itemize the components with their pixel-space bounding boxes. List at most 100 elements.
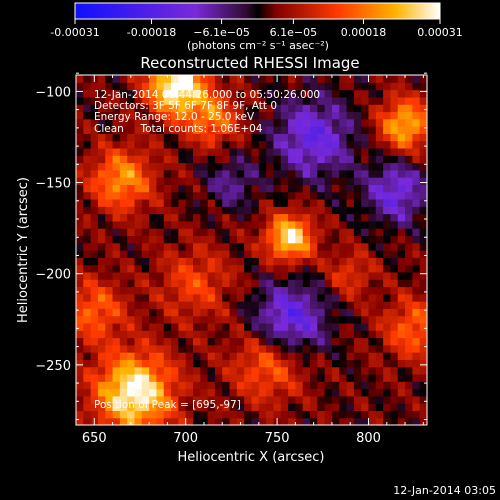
heatmap-cell <box>405 140 413 149</box>
heatmap-cell <box>200 286 209 295</box>
heatmap-cell <box>90 301 99 309</box>
heatmap-cell <box>193 162 201 171</box>
heatmap-cell <box>171 82 179 91</box>
heatmap-cell <box>368 140 377 149</box>
heatmap-cell <box>310 169 318 178</box>
heatmap-cell <box>331 388 340 397</box>
heatmap-cell <box>317 301 326 309</box>
heatmap-cell <box>112 155 121 164</box>
heatmap-cell <box>266 177 275 185</box>
heatmap-cell <box>222 410 231 419</box>
heatmap-cell <box>97 235 106 244</box>
heatmap-cell <box>112 147 121 156</box>
heatmap-cell <box>390 388 399 397</box>
heatmap-cell <box>229 293 238 302</box>
heatmap-cell <box>127 373 136 382</box>
heatmap-cell <box>375 359 384 368</box>
heatmap-cell <box>280 111 289 120</box>
heatmap-cell <box>390 322 399 331</box>
heatmap-cell <box>222 220 231 229</box>
heatmap-cell <box>266 279 275 288</box>
heatmap-cell <box>405 147 413 156</box>
heatmap-cell <box>185 162 194 171</box>
heatmap-cell <box>163 250 172 258</box>
heatmap-cell <box>405 96 413 105</box>
heatmap-cell <box>222 352 231 360</box>
heatmap-cell <box>105 198 114 207</box>
heatmap-cell <box>97 359 106 368</box>
heatmap-cell <box>193 271 201 280</box>
heatmap-cell <box>149 198 158 207</box>
heatmap-cell <box>229 169 238 178</box>
heatmap-cell <box>346 213 355 222</box>
heatmap-cell <box>229 213 238 222</box>
heatmap-cell <box>105 359 114 368</box>
heatmap-cell <box>200 271 209 280</box>
heatmap-cell <box>266 264 275 273</box>
heatmap-cell <box>405 75 413 83</box>
heatmap-cell <box>83 191 92 200</box>
heatmap-cell <box>222 242 231 251</box>
heatmap-cell <box>236 359 245 368</box>
heatmap-cell <box>353 381 362 390</box>
heatmap-cell <box>193 279 201 288</box>
heatmap-cell <box>383 337 392 346</box>
heatmap-cell <box>419 147 427 156</box>
heatmap-cell <box>171 388 179 397</box>
heatmap-cell <box>288 147 296 156</box>
heatmap-cell <box>112 279 121 288</box>
heatmap-cell <box>273 133 282 142</box>
heatmap-cell <box>193 301 201 309</box>
heatmap-cell <box>339 286 348 295</box>
heatmap-cell <box>222 403 231 412</box>
heatmap-cell <box>390 250 399 258</box>
heatmap-cell <box>383 359 392 368</box>
heatmap-cell <box>324 322 333 331</box>
heatmap-cell <box>141 257 150 266</box>
heatmap-cell <box>83 366 92 375</box>
heatmap-cell <box>105 381 114 390</box>
heatmap-cell <box>273 308 282 317</box>
heatmap-cell <box>317 417 326 425</box>
heatmap-cell <box>127 381 136 390</box>
heatmap-cell <box>295 337 304 346</box>
heatmap-cell <box>353 250 362 258</box>
heatmap-cell <box>127 140 136 149</box>
heatmap-cell <box>134 242 143 251</box>
heatmap-cell <box>127 82 136 91</box>
heatmap-cell <box>390 257 399 266</box>
heatmap-cell <box>331 213 340 222</box>
heatmap-cell <box>105 293 114 302</box>
heatmap-cell <box>280 286 289 295</box>
heatmap-cell <box>76 286 84 295</box>
heatmap-cell <box>244 133 253 142</box>
heatmap-cell <box>244 162 253 171</box>
heatmap-cell <box>302 373 311 382</box>
heatmap-cell <box>353 206 362 215</box>
heatmap-cell <box>339 155 348 164</box>
heatmap-cell <box>244 381 253 390</box>
heatmap-cell <box>236 104 245 113</box>
heatmap-cell <box>331 308 340 317</box>
heatmap-cell <box>258 410 267 419</box>
heatmap-cell <box>419 198 427 207</box>
heatmap-cell <box>412 315 421 324</box>
heatmap-cell <box>141 184 150 193</box>
heatmap-cell <box>295 359 304 368</box>
heatmap-cell <box>76 279 84 288</box>
heatmap-cell <box>258 315 267 324</box>
heatmap-cell <box>127 198 136 207</box>
heatmap-cell <box>207 388 216 397</box>
heatmap-cell <box>149 308 158 317</box>
heatmap-cell <box>90 220 99 229</box>
heatmap-cell <box>288 410 296 419</box>
heatmap-cell <box>105 373 114 382</box>
heatmap-cell <box>207 344 216 353</box>
heatmap-cell <box>419 373 427 382</box>
heatmap-cell <box>251 330 260 339</box>
heatmap-cell <box>156 96 165 105</box>
heatmap-cell <box>200 104 209 113</box>
heatmap-cell <box>331 410 340 419</box>
heatmap-cell <box>353 417 362 425</box>
heatmap-cell <box>397 191 406 200</box>
